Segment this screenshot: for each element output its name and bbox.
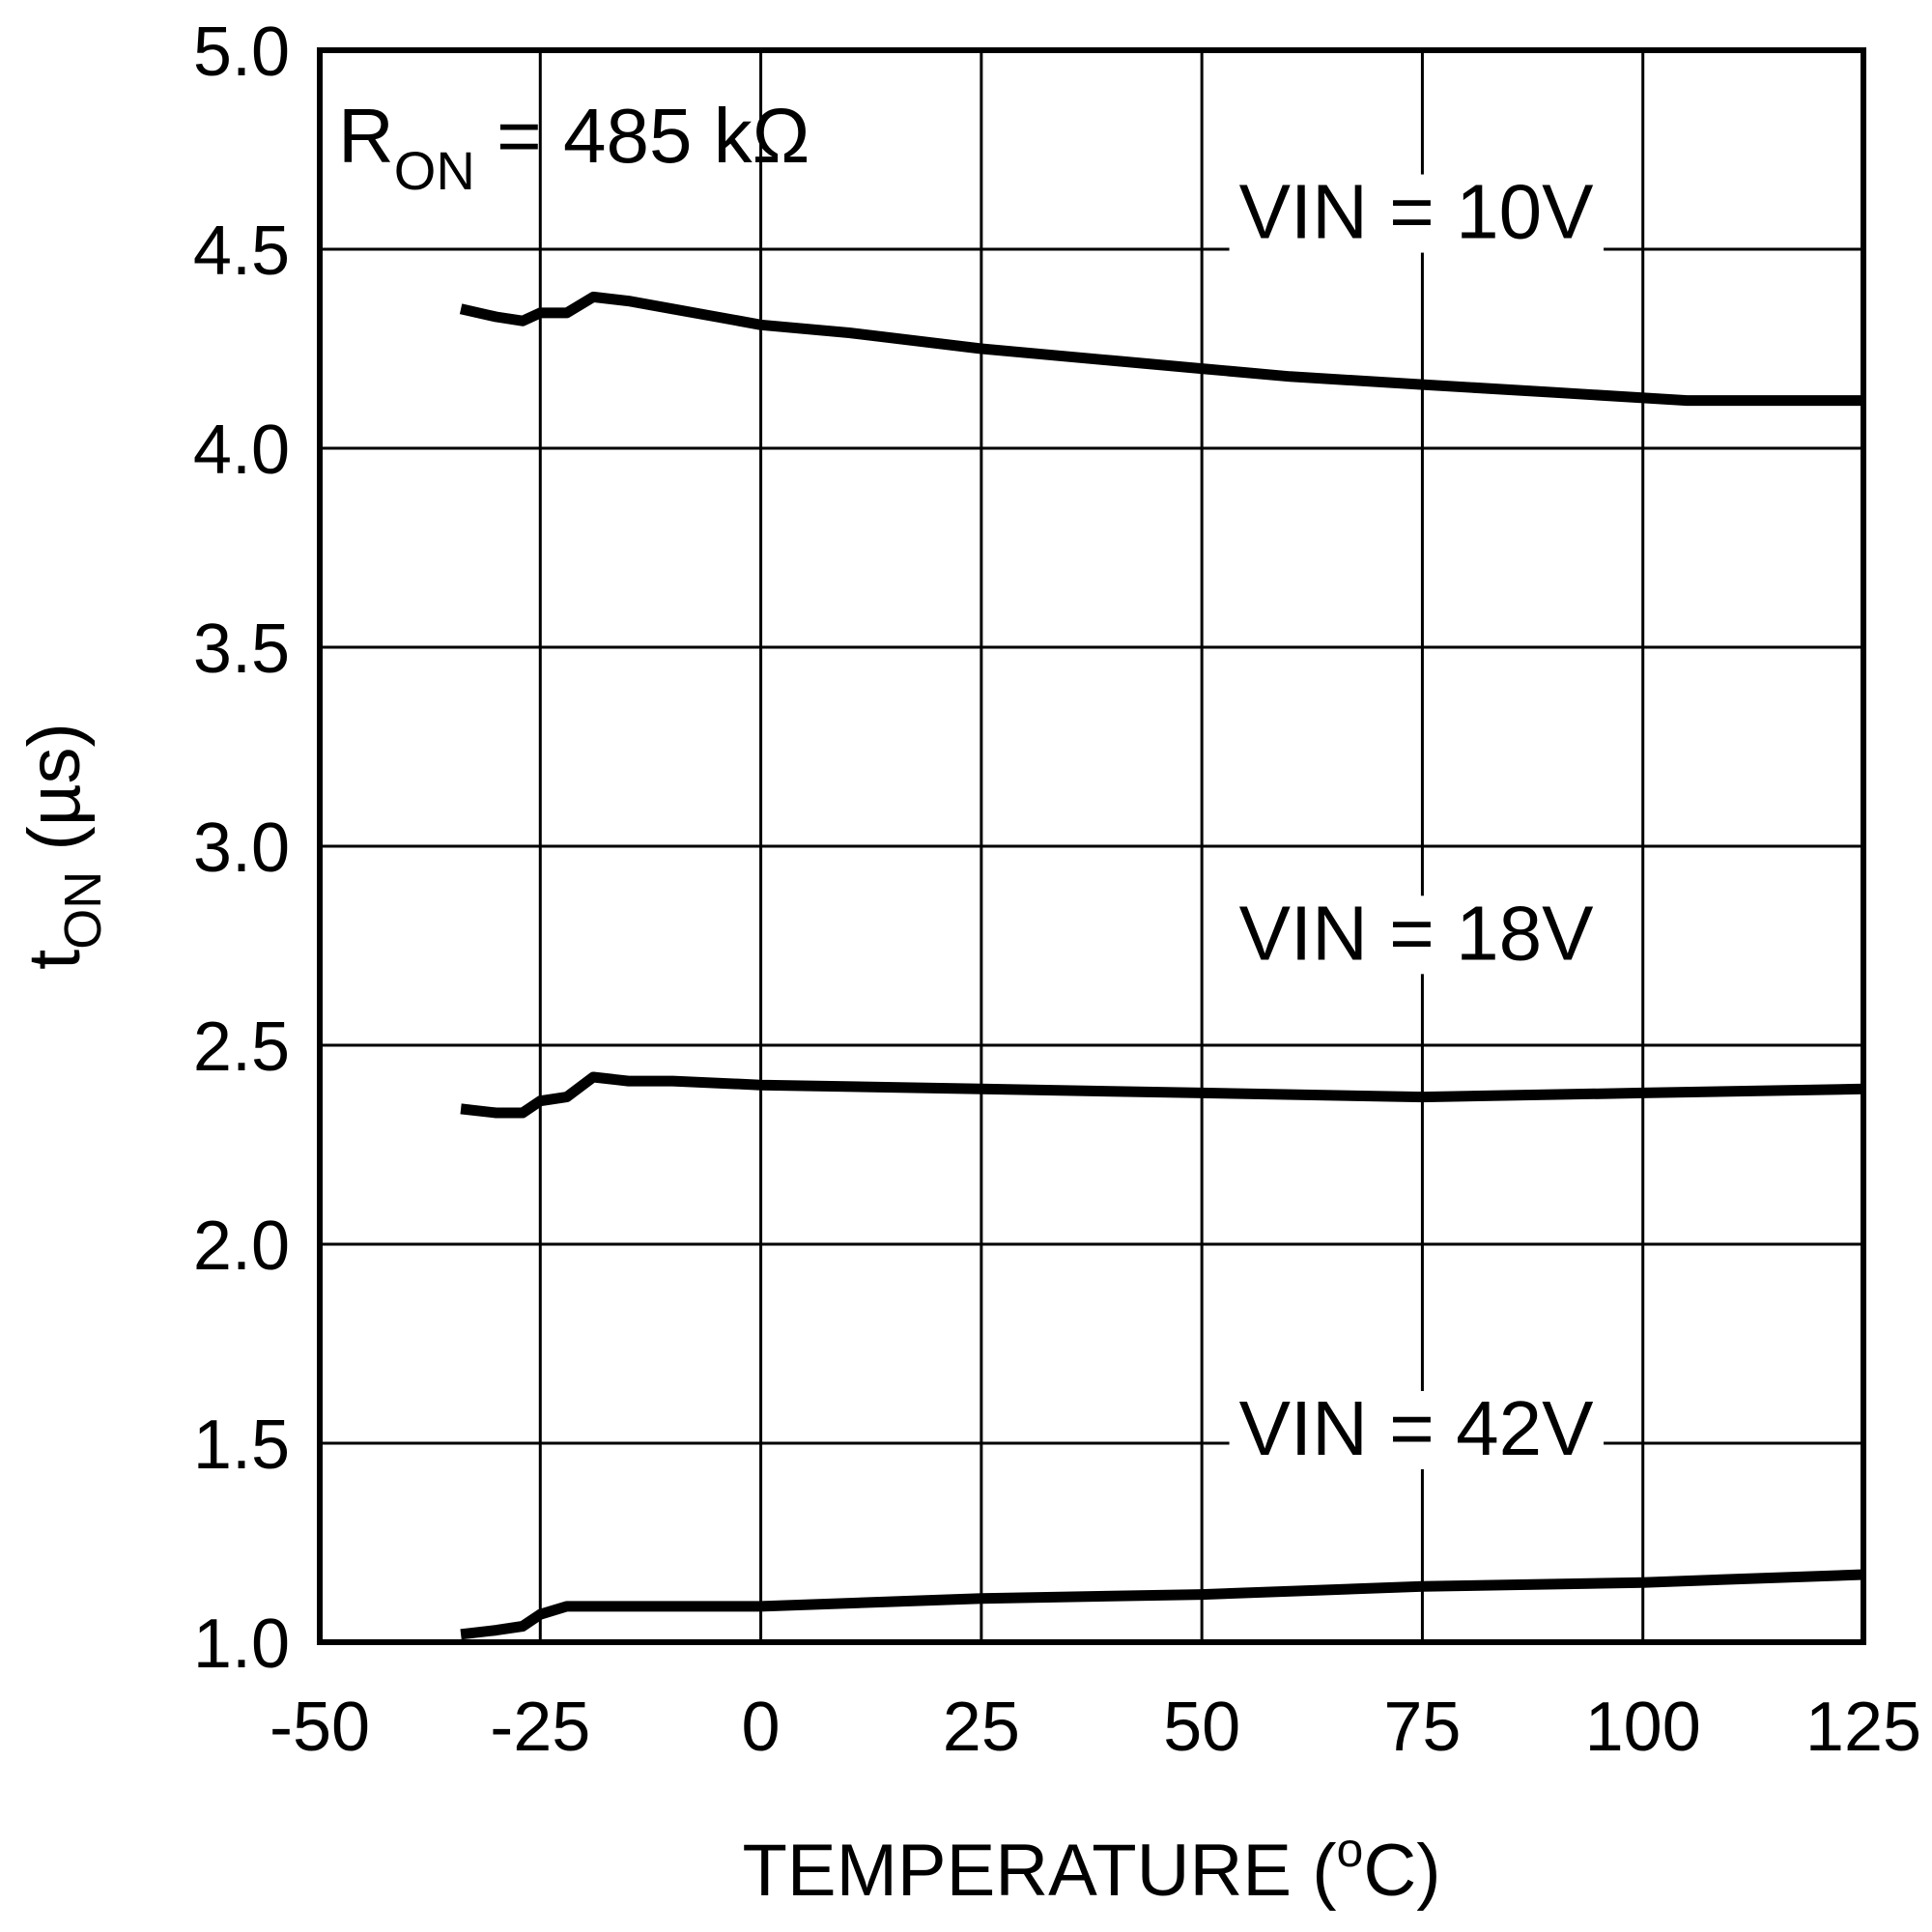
ron-annotation: RON = 485 kΩ bbox=[338, 93, 810, 201]
y-tick-label: 4.5 bbox=[193, 213, 290, 290]
plot-frame bbox=[317, 47, 1866, 1645]
x-axis-title: TEMPERATURE (oC) bbox=[742, 1823, 1440, 1912]
grid-lines bbox=[320, 50, 1863, 1642]
x-tick-label: 25 bbox=[943, 1689, 1020, 1766]
y-tick-label: 2.0 bbox=[193, 1208, 290, 1285]
series-line-2 bbox=[460, 1071, 1864, 1119]
series-layer bbox=[459, 291, 1864, 1640]
ron-main: R bbox=[338, 93, 394, 179]
y-axis-title-sub: ON bbox=[54, 871, 112, 950]
x-tick-labels: -50 -25 0 25 50 75 100 125 bbox=[270, 1689, 1921, 1766]
x-axis-title-main: TEMPERATURE ( bbox=[742, 1830, 1336, 1912]
x-axis-title-tail: C) bbox=[1363, 1830, 1440, 1912]
y-tick-labels: 1.0 1.5 2.0 2.5 3.0 3.5 4.0 4.5 5.0 bbox=[193, 14, 290, 1683]
x-tick-label: 125 bbox=[1805, 1689, 1921, 1766]
series-line-3 bbox=[460, 1569, 1864, 1640]
series-label-1: VIN = 10V bbox=[1239, 169, 1595, 255]
x-tick-label: 100 bbox=[1585, 1689, 1701, 1766]
x-tick-label: 75 bbox=[1383, 1689, 1461, 1766]
y-tick-label: 3.0 bbox=[193, 810, 290, 887]
y-axis-title: tON (µs) bbox=[14, 723, 112, 970]
x-axis-title-sup: o bbox=[1337, 1823, 1364, 1877]
series-label-bg bbox=[1229, 895, 1605, 975]
series-label-bg bbox=[1229, 1390, 1605, 1469]
series-label-bg bbox=[1229, 174, 1605, 253]
x-tick-label: 0 bbox=[742, 1689, 781, 1766]
y-tick-label: 4.0 bbox=[193, 412, 290, 489]
y-tick-label: 2.5 bbox=[193, 1009, 290, 1086]
series-label-2: VIN = 18V bbox=[1239, 890, 1595, 976]
y-axis-title-main: t bbox=[14, 950, 96, 970]
x-tick-label: -25 bbox=[490, 1689, 590, 1766]
label-backgrounds bbox=[1229, 174, 1605, 1469]
y-tick-label: 1.0 bbox=[193, 1605, 290, 1683]
series-label-3: VIN = 42V bbox=[1239, 1385, 1595, 1471]
y-axis-title-tail: (µs) bbox=[14, 723, 96, 871]
x-tick-label: 50 bbox=[1163, 1689, 1240, 1766]
series-labels: VIN = 10V VIN = 18V VIN = 42V bbox=[1239, 169, 1595, 1471]
ron-value: = 485 kΩ bbox=[475, 93, 810, 179]
series-line-1 bbox=[459, 291, 1863, 407]
y-tick-label: 3.5 bbox=[193, 611, 290, 688]
y-tick-label: 1.5 bbox=[193, 1406, 290, 1484]
y-tick-label: 5.0 bbox=[193, 14, 290, 91]
ron-sub: ON bbox=[394, 140, 475, 201]
x-tick-label: -50 bbox=[270, 1689, 370, 1766]
